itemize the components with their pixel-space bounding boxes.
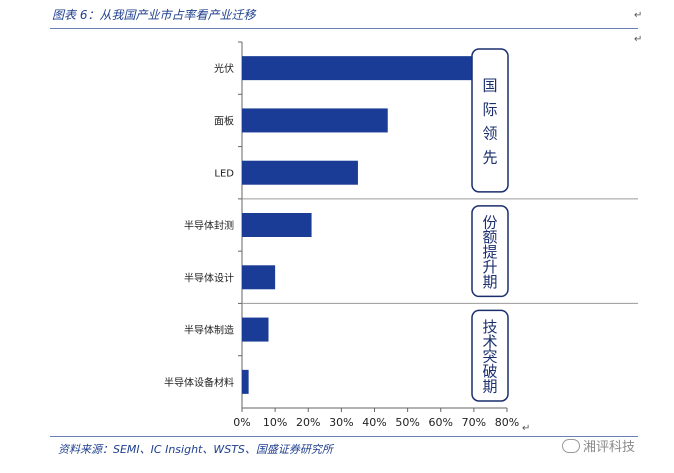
group-label-char: 期 <box>482 273 497 291</box>
category-label: 面板 <box>214 114 234 127</box>
bar <box>242 317 269 342</box>
bar <box>242 369 249 394</box>
group-label-char: 际 <box>482 100 497 118</box>
bar <box>242 265 276 290</box>
category-label: LED <box>214 169 234 180</box>
group-label-char: 提 <box>482 243 497 261</box>
x-tick-label: 80% <box>495 416 519 429</box>
bar <box>242 56 491 81</box>
x-tick-label: 10% <box>263 416 287 429</box>
x-tick-label: 60% <box>429 416 453 429</box>
paragraph-mark-icon: ↵ <box>634 34 643 45</box>
group-label-char: 额 <box>482 228 497 246</box>
x-tick-label: 20% <box>296 416 320 429</box>
group-label-box <box>471 309 509 402</box>
group-label-box <box>471 205 509 298</box>
group-label-char: 期 <box>482 378 497 396</box>
category-label: 光伏 <box>214 62 234 75</box>
x-tick-label: 40% <box>362 416 386 429</box>
wechat-icon <box>562 438 580 453</box>
paragraph-mark-icon: ↵ <box>522 423 531 434</box>
bar <box>242 108 388 133</box>
watermark-text: 湘评科技 <box>583 440 636 455</box>
chart-title: 图表 6：从我国产业市占率看产业迁移 <box>52 8 256 22</box>
header-divider <box>50 28 638 29</box>
group-label-char: 国 <box>482 76 497 94</box>
category-label: 半导体设计 <box>184 271 234 284</box>
category-label: 半导体制造 <box>184 324 234 337</box>
group-label-char: 先 <box>482 148 497 166</box>
group-label-char: 破 <box>482 363 497 381</box>
category-label: 半导体设备材料 <box>164 376 234 389</box>
group-label: 份额提升期 <box>482 213 497 291</box>
group-label-char: 份 <box>482 213 497 231</box>
group-label-box <box>471 48 509 193</box>
group-label: 国际领先 <box>482 76 497 166</box>
group-label-char: 突 <box>482 348 497 366</box>
footer-divider <box>50 436 638 437</box>
group-label-char: 术 <box>482 333 497 351</box>
group-label-char: 领 <box>482 124 497 142</box>
group-label-char: 技 <box>482 318 497 336</box>
category-label: 半导体封测 <box>184 219 234 232</box>
group-label: 技术突破期 <box>482 318 497 396</box>
bar <box>242 160 358 185</box>
source-note: 资料来源：SEMI、IC Insight、WSTS、国盛证券研究所 <box>58 443 333 456</box>
x-tick-label: 30% <box>329 416 353 429</box>
x-tick-label: 0% <box>233 416 250 429</box>
watermark: 湘评科技 <box>562 436 635 455</box>
bar <box>242 213 312 237</box>
x-tick-label: 50% <box>395 416 419 429</box>
x-tick-label: 70% <box>462 416 486 429</box>
paragraph-mark-icon: ↵ <box>634 10 643 21</box>
group-label-char: 升 <box>482 258 497 276</box>
